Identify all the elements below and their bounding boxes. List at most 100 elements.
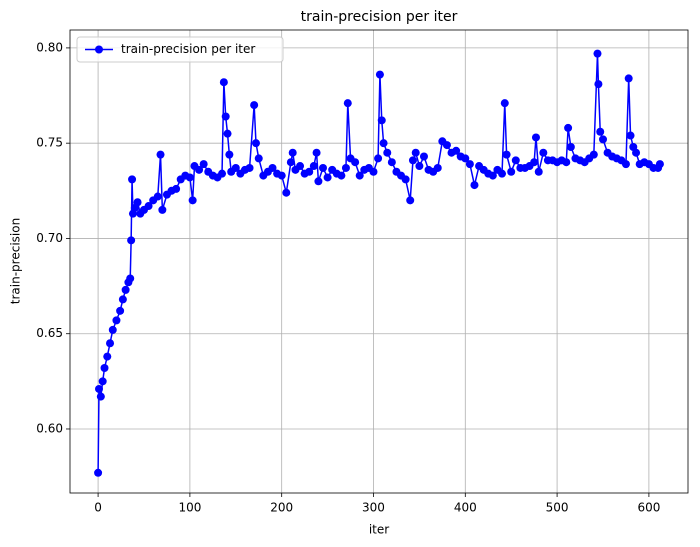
data-point [419,152,428,161]
data-point [312,148,321,157]
data-point [406,196,415,205]
data-point [288,148,297,157]
data-point [355,171,364,180]
data-point [251,139,260,148]
data-point [369,167,378,176]
x-axis-label: iter [369,523,389,537]
data-point [225,150,234,159]
y-axis-label: train-precision [9,218,23,304]
data-point [128,175,137,184]
data-point [621,160,630,169]
data-point [411,148,420,157]
data-point [498,169,507,178]
plot-frame [69,29,689,494]
data-point [103,352,112,361]
data-point [153,192,162,201]
data-point [530,158,539,167]
data-point [185,173,194,182]
data-point [374,154,383,163]
data-line [97,53,661,473]
data-point [566,142,575,151]
chart-title: train-precision per iter [301,9,458,25]
data-point [268,163,277,172]
data-point [156,150,165,159]
data-point [158,205,167,214]
data-point [377,116,386,125]
data-point [296,162,305,171]
data-point [199,160,208,169]
data-point [172,184,181,193]
data-point [94,468,103,477]
data-point [655,160,664,169]
data-point [221,112,230,121]
data-point [452,146,461,155]
data-point [511,156,520,165]
data-point [319,163,328,172]
y-tick-label: 0.70 [36,231,63,245]
data-point [351,158,360,167]
data-point [341,163,350,172]
data-point [144,202,153,211]
data-point [383,148,392,157]
legend-label: train-precision per iter [121,42,255,56]
data-point [126,274,135,283]
data-point [218,169,227,178]
data-point [305,167,314,176]
y-tick-label: 0.75 [36,136,63,150]
data-point [408,156,417,165]
data-point [531,133,540,142]
data-point [223,129,232,138]
data-point [442,141,451,150]
legend-marker [95,45,103,54]
data-point [589,150,598,159]
data-point [502,150,511,159]
data-point [539,148,548,157]
x-tick-label: 100 [178,501,201,515]
data-point [507,167,516,176]
data-point [375,70,384,79]
data-point [108,325,117,334]
data-point [461,154,470,163]
data-point [282,188,291,197]
data-point [245,163,254,172]
data-point [96,392,105,401]
data-point [112,316,121,325]
data-point [598,135,607,144]
data-point [219,78,228,87]
x-tick-label: 200 [270,501,293,515]
x-tick-label: 600 [637,501,660,515]
data-point [309,162,318,171]
data-point [379,139,388,148]
data-point [254,154,263,163]
data-point [624,74,633,83]
data-point [100,364,109,373]
data-point [286,158,295,167]
data-point [116,306,125,315]
data-point [195,165,204,174]
data-point [465,160,474,169]
data-point [250,101,259,110]
x-tick-label: 0 [94,501,102,515]
data-point [470,181,479,190]
data-point [95,384,104,393]
y-tick-label: 0.80 [36,40,63,54]
x-tick-label: 300 [362,501,385,515]
data-point [277,171,286,180]
data-point [562,158,571,167]
data-point [343,99,352,108]
data-point [127,236,136,245]
y-tick-label: 0.60 [36,421,63,435]
data-point [401,175,410,184]
data-point [118,295,127,304]
x-tick-label: 400 [454,501,477,515]
data-point [337,171,346,180]
data-point [415,162,424,171]
data-point [593,49,602,58]
x-tick-label: 500 [546,501,569,515]
data-point [188,196,197,205]
data-point [500,99,509,108]
data-point [488,171,497,180]
data-point [106,339,115,348]
y-tick-label: 0.65 [36,326,63,340]
